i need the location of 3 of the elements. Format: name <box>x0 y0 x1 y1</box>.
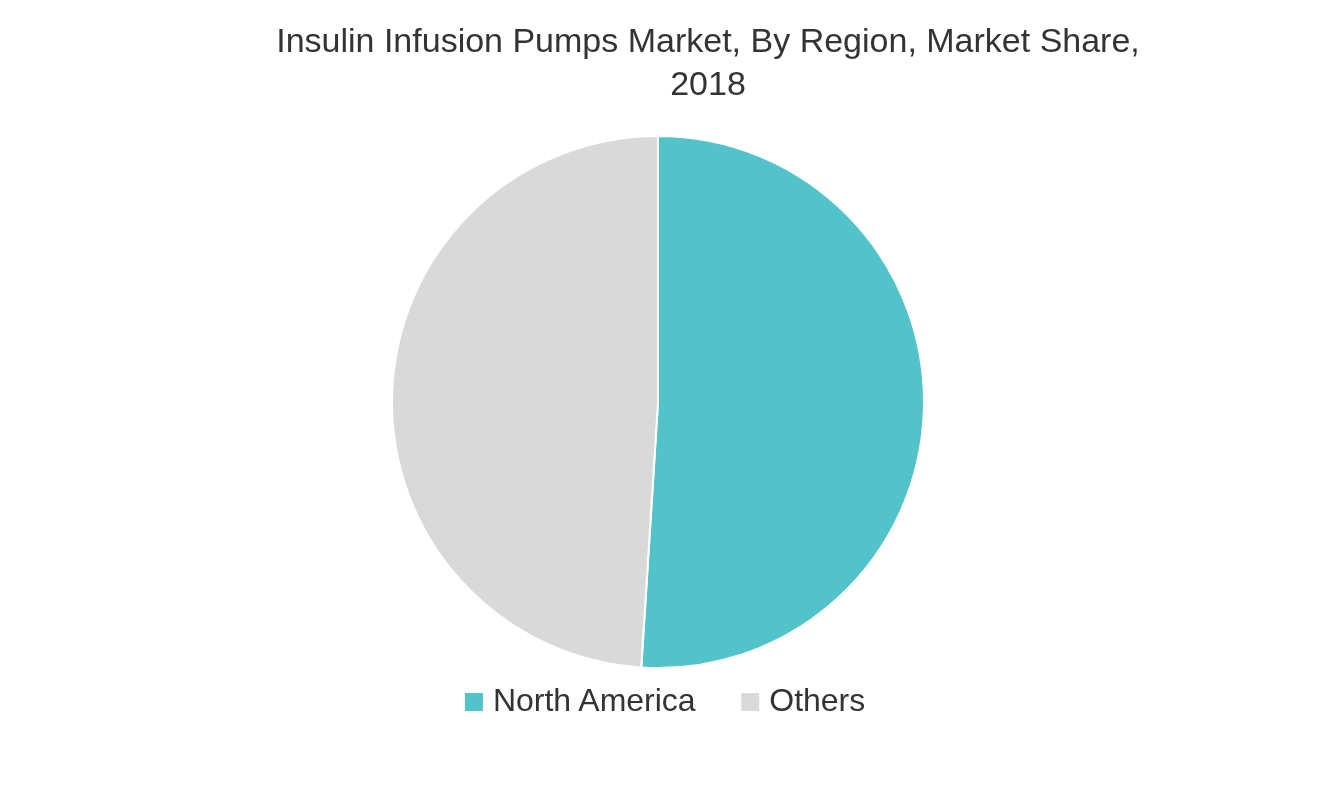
legend-label: North America <box>492 682 696 718</box>
legend-label: Others <box>769 682 866 718</box>
chart-title: Insulin Infusion Pumps Market, By Region, Market Share, 2018 <box>276 21 1140 102</box>
